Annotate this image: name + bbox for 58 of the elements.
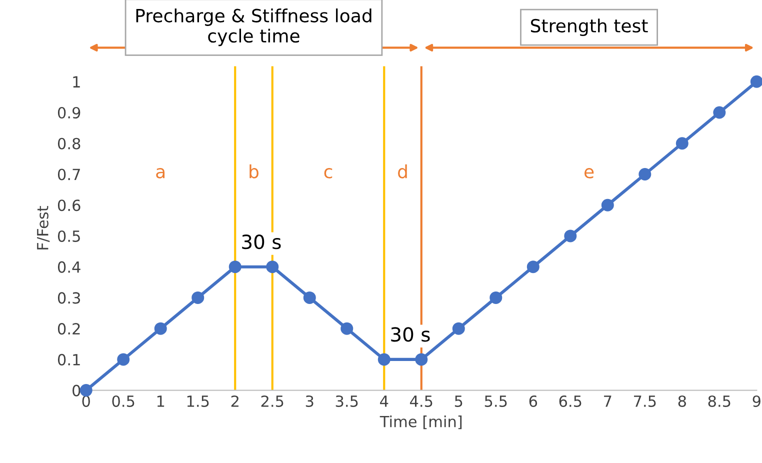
text: Precharge & Stiffness load cycle time [136, 8, 372, 46]
x-tick-label: 3.5 [336, 395, 358, 407]
point [340, 322, 354, 335]
text: Strength test [530, 18, 648, 36]
annotation: c [324, 168, 332, 178]
annotation: a [156, 168, 165, 178]
x-tick-label: 0.5 [112, 395, 134, 407]
annotation: 30 s [391, 327, 430, 342]
x-tick-label: 4.5 [410, 396, 432, 407]
y-tick-label: 0.1 [58, 354, 80, 366]
y-tick-label: 0.3 [58, 292, 80, 304]
point [117, 353, 130, 366]
point [266, 260, 279, 274]
point [452, 322, 465, 335]
point [601, 198, 614, 212]
y-tick-label: 0.7 [58, 168, 80, 180]
point [638, 168, 652, 180]
point [676, 137, 688, 150]
point [154, 322, 167, 335]
x-tick-label: 5 [454, 396, 462, 407]
point [564, 230, 577, 242]
x-tick-label: 7.5 [634, 396, 656, 407]
x-tick-label: 2.5 [261, 395, 284, 407]
x-tick-label: 4 [380, 396, 388, 407]
y-tick-label: 0.4 [58, 261, 80, 273]
point [228, 260, 242, 274]
point [415, 353, 428, 366]
annotation: e [584, 168, 594, 178]
x-tick-label: 2 [231, 395, 238, 407]
y-axis-title: F/Fest [37, 206, 50, 250]
x-tick-label: 8.5 [708, 395, 730, 407]
x-tick-label: 1.5 [187, 396, 209, 407]
x-tick-label: 6 [529, 395, 538, 407]
point [713, 106, 726, 119]
x-tick-label: 9 [752, 395, 760, 407]
annotation: b [250, 164, 258, 178]
y-tick-label: 0.6 [58, 200, 80, 212]
x-tick-label: 5.5 [484, 396, 507, 407]
point [192, 291, 204, 304]
y-tick-label: 1 [73, 76, 80, 88]
x-tick-label: 7 [604, 396, 612, 407]
x-axis-title: Time [min] [380, 416, 462, 430]
point [750, 75, 762, 88]
point [378, 353, 390, 366]
point [490, 291, 502, 304]
annotation: 30 s [242, 234, 281, 250]
y-tick-label: 0.9 [58, 106, 80, 119]
point [526, 260, 540, 274]
x-tick-label: 3 [306, 395, 314, 407]
x-tick-label: 1 [157, 396, 164, 407]
point [303, 291, 316, 304]
annotation: d [398, 164, 407, 178]
y-tick-label: 0.2 [58, 323, 80, 335]
y-tick-label: 0.5 [58, 230, 80, 242]
x-tick-label: 8 [678, 395, 686, 407]
y-tick-label: 0 [72, 384, 80, 396]
y-tick-label: 0.8 [58, 138, 80, 150]
x-tick-label: 6.5 [559, 395, 582, 407]
